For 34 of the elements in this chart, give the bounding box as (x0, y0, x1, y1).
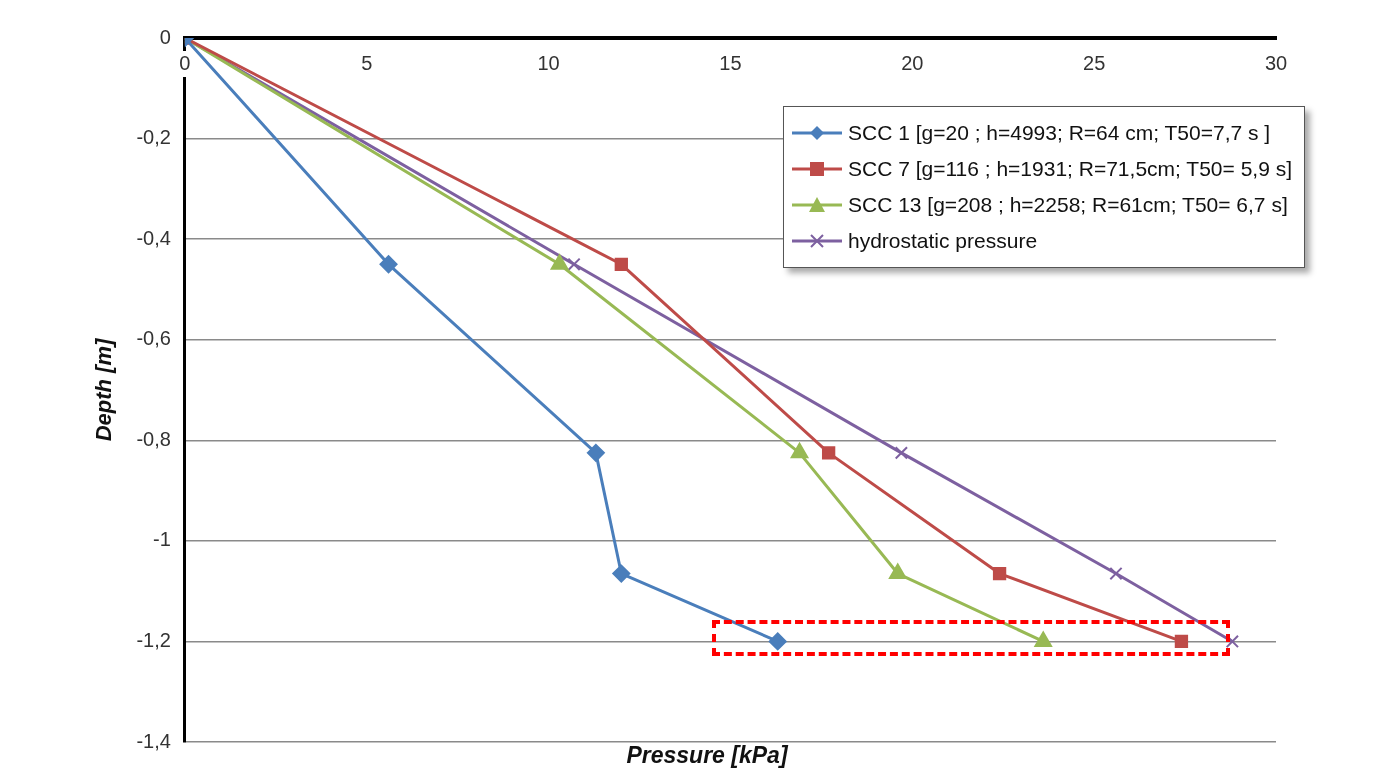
point (1109, 566, 1123, 581)
y-tick-label: -1,4 (136, 729, 171, 752)
point (612, 564, 631, 583)
y-tick-label: -1,2 (136, 628, 171, 651)
legend-label: SCC 13 [g=208 ; h=2258; R=61cm; T50= 6,7 s] (847, 192, 1288, 218)
x-tick-label: 15 (719, 51, 742, 74)
point (586, 443, 605, 462)
y-tick-label: -0,6 (136, 327, 171, 350)
point (821, 446, 836, 460)
point (1174, 634, 1189, 649)
x-tick-label: 30 (1264, 51, 1288, 74)
point (888, 563, 907, 580)
y-tick-label: -1 (153, 528, 171, 551)
y-axis-title: Depth [m] (91, 338, 117, 442)
point (992, 566, 1007, 581)
point (768, 632, 787, 651)
legend-label: hydrostatic pressure (847, 228, 1038, 254)
point (567, 257, 581, 271)
legend-label: SCC 7 [g=116 ; h=1931; R=71,5cm; T50= 5,9 s] (847, 156, 1292, 182)
x-axis-title: Pressure [kPa] (626, 742, 788, 768)
x-tick-label: 5 (361, 51, 373, 74)
x-tick-label: 25 (1083, 51, 1106, 74)
x-tick-label: 20 (901, 51, 924, 74)
y-tick-label: 0 (159, 25, 171, 48)
legend-label: SCC 1 [g=20 ; h=4993; R=64 cm; T50=7,7 s ] (847, 120, 1271, 146)
point (894, 446, 909, 460)
y-tick-label: -0,4 (136, 226, 171, 249)
point (1225, 634, 1240, 649)
x-tick-label: 0 (179, 51, 191, 74)
x-tick-label: 10 (537, 51, 560, 74)
point (379, 255, 398, 274)
y-tick-label: -0,2 (136, 126, 171, 149)
point (614, 257, 628, 271)
y-tick-label: -0,8 (136, 427, 171, 450)
